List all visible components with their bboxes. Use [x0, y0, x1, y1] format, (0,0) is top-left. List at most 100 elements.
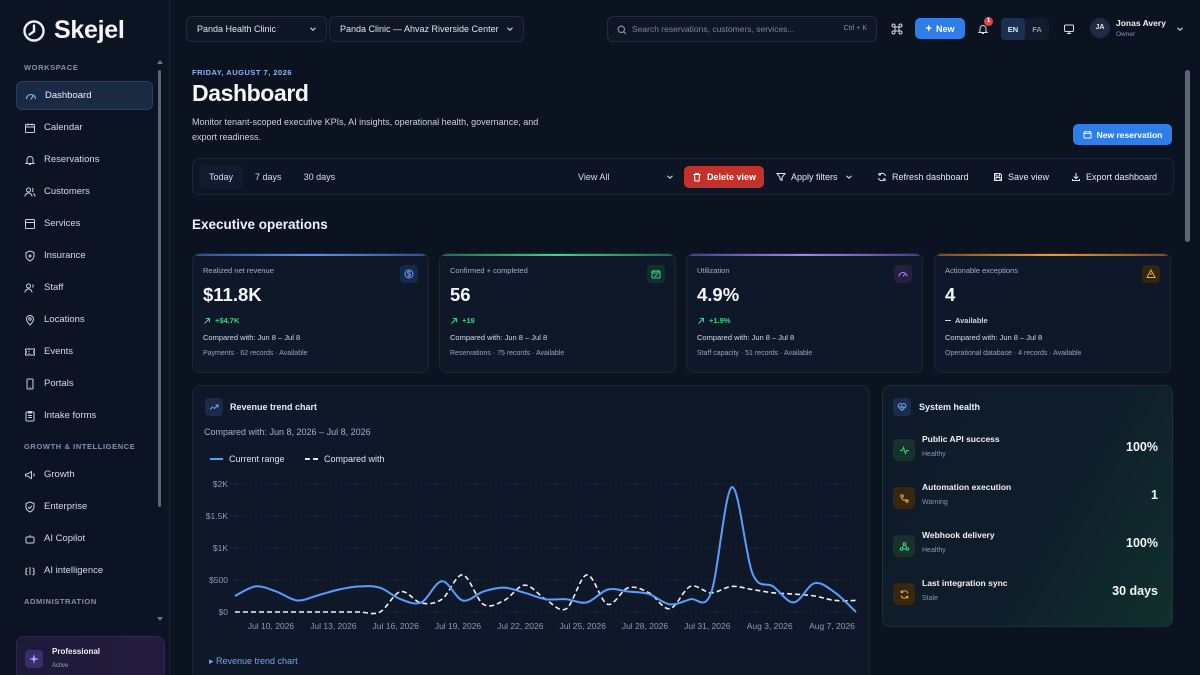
notifications-badge: 1: [984, 17, 993, 26]
sidebar-item-portals[interactable]: Portals: [16, 369, 153, 398]
view-select[interactable]: View All: [568, 165, 680, 189]
range-30-days[interactable]: 30 days: [303, 172, 336, 182]
legend-current[interactable]: Current range: [210, 454, 285, 464]
kpi-card-revenue[interactable]: Realized net revenue $11.8K +$4.7K Compa…: [192, 253, 429, 373]
location-select[interactable]: Panda Clinic — Ahvaz Riverside Center: [329, 16, 524, 42]
sidebar-item-label: Enterprise: [44, 501, 88, 512]
sidebar-item-label: Growth: [44, 469, 75, 480]
sidebar-item-enterprise[interactable]: Enterprise: [16, 492, 153, 521]
refresh-dashboard-button[interactable]: Refresh dashboard: [869, 166, 977, 188]
x-tick-label: Jul 28, 2026: [622, 621, 669, 631]
kpi-card-confirmed[interactable]: Confirmed + completed 56 +19 Compared wi…: [439, 253, 676, 373]
delete-view-button[interactable]: Delete view: [684, 166, 765, 188]
view-select-value: View All: [578, 172, 610, 182]
system-health-title: System health: [919, 402, 981, 412]
search-input[interactable]: Search reservations, customers, services…: [607, 16, 877, 42]
gauge-icon: [25, 93, 37, 100]
sidebar-item-label: Insurance: [44, 250, 86, 261]
display-button[interactable]: [1058, 18, 1080, 40]
calendar-icon: [25, 123, 35, 133]
sidebar-item-intake-forms[interactable]: Intake forms: [16, 401, 153, 430]
lang-en[interactable]: EN: [1001, 18, 1025, 40]
health-row-integration-sync[interactable]: Last integration sync Stale 30 days: [883, 577, 1174, 617]
user-name: Jonas Avery: [1116, 18, 1166, 28]
sidebar-item-staff[interactable]: Staff: [16, 273, 153, 302]
brand[interactable]: Skejel: [22, 16, 125, 45]
notifications-button[interactable]: [972, 18, 994, 40]
sidebar-item-events[interactable]: Events: [16, 337, 153, 366]
chevron-down-icon: [1177, 27, 1183, 32]
y-tick-label: $500: [209, 575, 228, 585]
sidebar-item-label: Portals: [44, 378, 74, 389]
kpi-value: 4: [945, 284, 956, 305]
kpi-label: Confirmed + completed: [450, 266, 528, 275]
save-view-button[interactable]: Save view: [985, 166, 1057, 188]
user-menu[interactable]: JA Jonas Avery Owner: [1090, 14, 1194, 44]
sidebar-item-label: Customers: [44, 186, 90, 197]
series-line-compared[interactable]: [235, 574, 857, 615]
sidebar-item-customers[interactable]: Customers: [16, 177, 153, 206]
kpi-compare: Compared with: Jun 8 – Jul 8: [450, 333, 548, 342]
health-row-api[interactable]: Public API success Healthy 100%: [883, 433, 1174, 473]
scroll-up-icon: [157, 60, 163, 64]
main-scroll-thumb[interactable]: [1185, 70, 1190, 242]
sidebar-item-reservations[interactable]: Reservations: [16, 145, 153, 174]
clipboard-icon: [25, 410, 35, 421]
sidebar-item-dashboard[interactable]: Dashboard: [16, 81, 153, 110]
sidebar-item-locations[interactable]: Locations: [16, 305, 153, 334]
sidebar-item-label: Staff: [44, 282, 64, 293]
x-tick-label: Aug 7, 2026: [809, 621, 855, 631]
shield-check-icon: [25, 500, 35, 513]
x-tick-label: Jul 10, 2026: [248, 621, 295, 631]
shield-icon: [25, 249, 35, 262]
warning-icon: [1142, 265, 1160, 283]
kpi-label: Realized net revenue: [203, 266, 274, 275]
revenue-chart-plot[interactable]: $0 $500 $1K $1.5K $2K Jul 10, 2026 Jul 13, 202…: [193, 474, 871, 644]
save-view-label: Save view: [1008, 172, 1050, 182]
location-select-value: Panda Clinic — Ahvaz Riverside Center: [340, 24, 499, 34]
sidebar-item-services[interactable]: Services: [16, 209, 153, 238]
x-tick-label: Jul 25, 2026: [560, 621, 607, 631]
sidebar-item-ai-intelligence[interactable]: AI intelligence: [16, 556, 153, 585]
kpi-compare: Compared with: Jun 8 – Jul 8: [945, 333, 1043, 342]
topbar: Panda Health Clinic Panda Clinic — Ahvaz…: [182, 12, 1194, 46]
refresh-icon: [878, 172, 886, 182]
health-row-webhook[interactable]: Webhook delivery Healthy 100%: [883, 529, 1174, 569]
health-name: Webhook delivery: [922, 530, 995, 540]
new-button[interactable]: + New: [915, 18, 965, 39]
command-button[interactable]: [886, 18, 908, 40]
chart-footer-link[interactable]: ▸ Revenue trend chart: [209, 656, 298, 666]
health-status: Healthy: [922, 547, 946, 554]
series-line-current[interactable]: [234, 486, 857, 613]
sidebar-item-calendar[interactable]: Calendar: [16, 113, 153, 142]
range-7-days[interactable]: 7 days: [255, 172, 282, 182]
new-reservation-button[interactable]: New reservation: [1073, 124, 1172, 145]
legend-compared[interactable]: Compared with: [305, 454, 385, 464]
kpi-card-utilization[interactable]: Utilization 4.9% +1.9% Compared with: Ju…: [686, 253, 923, 373]
kpi-compare: Compared with: Jun 8 – Jul 8: [203, 333, 301, 342]
download-icon: [1072, 173, 1080, 181]
tenant-select[interactable]: Panda Health Clinic: [186, 16, 327, 42]
sidebar-item-ai-copilot[interactable]: AI Copilot: [16, 524, 153, 553]
health-value: 1: [1151, 488, 1158, 502]
kpi-card-exceptions[interactable]: Actionable exceptions 4 Available Compar…: [934, 253, 1171, 373]
dashboard-toolbar: Today 7 days 30 days View All Delete vie…: [192, 158, 1174, 195]
plan-card[interactable]: Professional Active: [16, 636, 165, 675]
sidebar-item-label: Events: [44, 346, 74, 357]
sidebar-scrollbar[interactable]: [157, 60, 163, 622]
export-dashboard-button[interactable]: Export dashboard: [1063, 166, 1165, 188]
apply-filters-button[interactable]: Apply filters: [768, 166, 861, 188]
sidebar-item-insurance[interactable]: Insurance: [16, 241, 153, 270]
sidebar-scroll-thumb[interactable]: [158, 70, 161, 507]
new-button-label: New: [935, 23, 955, 34]
health-row-automation[interactable]: Automation execution Warning 1: [883, 481, 1174, 521]
y-tick-label: $2K: [213, 479, 228, 489]
lang-fa[interactable]: FA: [1032, 24, 1042, 34]
sidebar-item-growth[interactable]: Growth: [16, 460, 153, 489]
gauge-icon: [894, 265, 912, 283]
pulse-icon: [893, 439, 915, 461]
kpi-value: 56: [450, 284, 471, 305]
x-tick-label: Jul 13, 2026: [310, 621, 357, 631]
bell-icon: [977, 25, 989, 34]
range-today[interactable]: Today: [199, 165, 244, 189]
